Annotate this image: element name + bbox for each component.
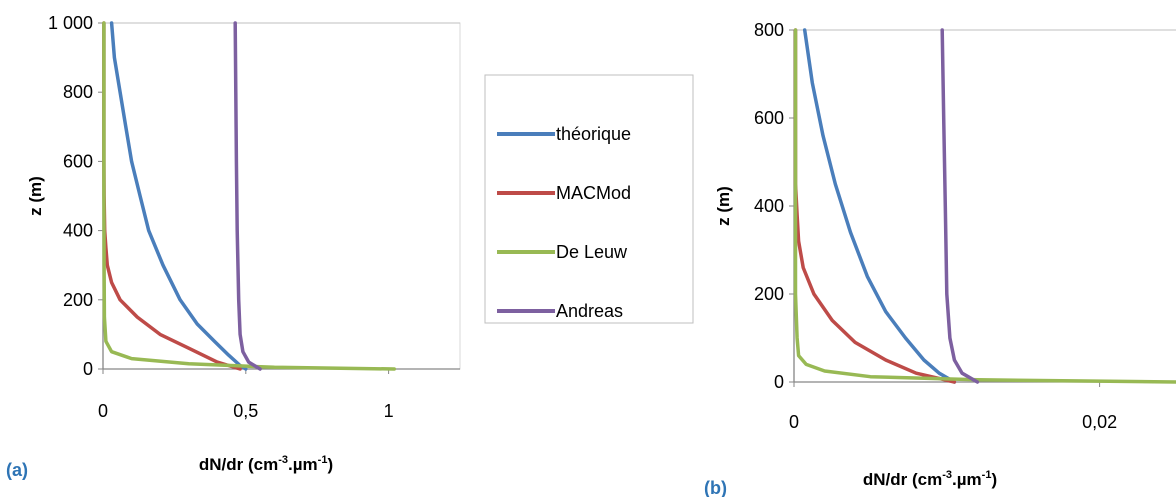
- legend-label-andreas: Andreas: [556, 301, 623, 321]
- panel-a-series-de-leuw: [102, 21, 397, 371]
- panel-a-series-macmod: [102, 21, 242, 371]
- panel-a-plot-area-border: [102, 22, 461, 370]
- panel-b-ylabel: z (m): [714, 186, 733, 226]
- panel-b-series-andreas: [940, 28, 980, 384]
- panel-a-series: [102, 21, 397, 371]
- panel-b-ytick-label: 0: [774, 372, 784, 392]
- legend-label-de-leuw: De Leuw: [556, 242, 628, 262]
- panel-b-xtick-label: 0: [789, 412, 799, 432]
- panel-a-ytick-label: 400: [63, 221, 93, 241]
- panel-b-ticks: 0 200 400 600 800 0 0,02: [754, 20, 1117, 432]
- panel-b-series: [793, 28, 1176, 384]
- panel-a-ytick-label: 1 000: [48, 13, 93, 33]
- panel-a-ticks: 0 200 400 600 800 1 000 0 0,5 1: [48, 13, 394, 421]
- legend-label-th-orique: théorique: [556, 124, 631, 144]
- panel-a-grid: [102, 22, 460, 370]
- panel-b-label: (b): [704, 478, 727, 497]
- panel-a-chart: 0 200 400 600 800 1 000 0 0,5 1 z (m) dN/dr (cm-…: [6, 13, 461, 480]
- panel-b-xtick-label: 0,02: [1082, 412, 1117, 432]
- panel-a-label: (a): [6, 460, 28, 480]
- panel-a-xtick-label: 0,5: [233, 401, 258, 421]
- panel-a-xtick-label: 1: [384, 401, 394, 421]
- panel-a-xlabel: dN/dr (cm-3.µm-1): [199, 454, 333, 474]
- panel-b-chart: 0 200 400 600 800 0 0,02 z (m) dN/dr (cm-3.µm-…: [704, 20, 1176, 497]
- legend: théorique MACMod De Leuw Andreas: [484, 74, 694, 324]
- legend-box: [484, 74, 694, 324]
- legend-label-macmod: MACMod: [556, 183, 631, 203]
- panel-b-ytick-label: 400: [754, 196, 784, 216]
- panel-a-ylabel: z (m): [26, 176, 45, 216]
- panel-b-series-th-orique: [802, 28, 957, 384]
- panel-a-ytick-label: 600: [63, 151, 93, 171]
- panel-b-xlabel: dN/dr (cm-3.µm-1): [863, 469, 997, 489]
- panel-b-series-de-leuw: [793, 28, 1176, 384]
- panel-a-xtick-label: 0: [98, 401, 108, 421]
- panel-a-ytick-label: 800: [63, 82, 93, 102]
- panel-a-series-th-orique: [109, 21, 248, 371]
- panel-b-ytick-label: 200: [754, 284, 784, 304]
- panel-b-ytick-label: 600: [754, 108, 784, 128]
- panel-a-ytick-label: 200: [63, 290, 93, 310]
- panel-a-series-andreas: [233, 21, 262, 371]
- panel-b-ytick-label: 800: [754, 20, 784, 40]
- panel-b-grid: [793, 29, 1176, 383]
- panel-b-series-macmod: [793, 28, 957, 384]
- panel-a-ytick-label: 0: [83, 359, 93, 379]
